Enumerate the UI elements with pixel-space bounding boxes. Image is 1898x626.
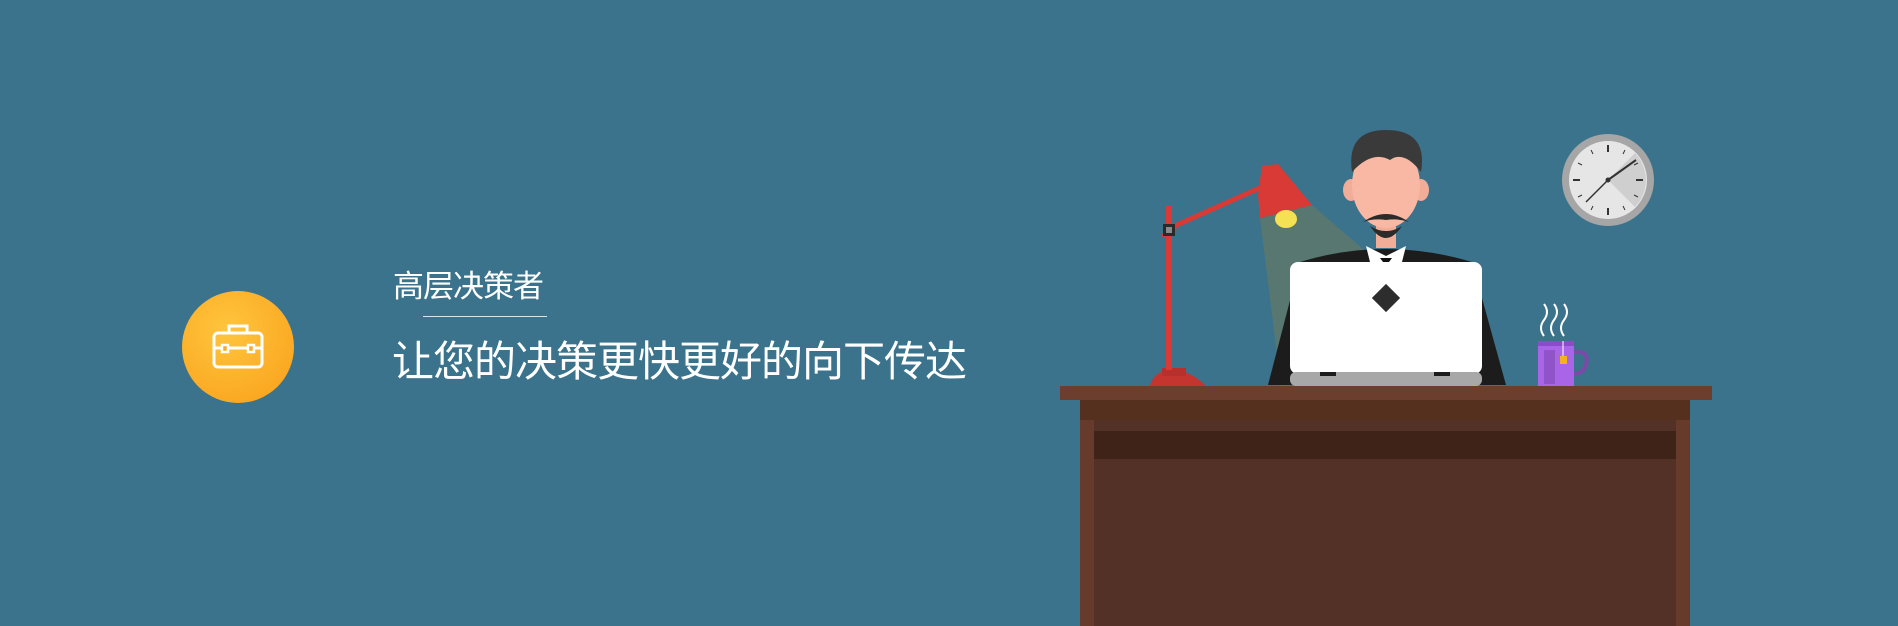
briefcase-icon: [212, 324, 264, 369]
title-divider: [423, 316, 547, 317]
desk-lamp: [1150, 164, 1312, 386]
laptop: [1290, 262, 1482, 386]
feature-headline: 让您的决策更快更好的向下传达: [392, 337, 967, 386]
coffee-mug: [1538, 303, 1589, 387]
briefcase-badge: [182, 291, 294, 403]
feature-subtitle: 高层决策者: [393, 269, 544, 305]
office-desk: [1060, 386, 1712, 626]
wall-clock: [1562, 134, 1654, 226]
